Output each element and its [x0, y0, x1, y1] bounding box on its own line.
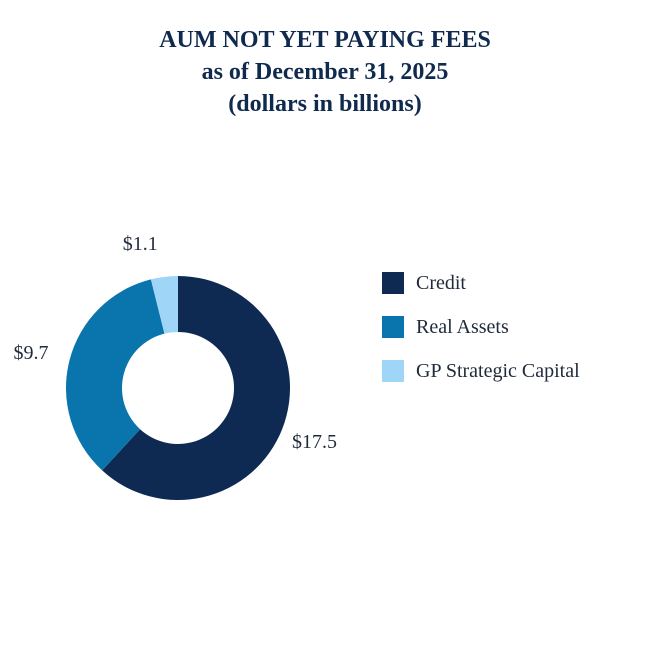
- slice-credit: [102, 276, 290, 500]
- legend-label: Real Assets: [416, 316, 509, 338]
- legend-item-credit: Credit: [382, 272, 580, 294]
- chart-units-note: (dollars in billions): [228, 91, 422, 117]
- legend-item-gp-strategic-capital: GP Strategic Capital: [382, 360, 580, 382]
- legend-label: GP Strategic Capital: [416, 360, 580, 382]
- legend-swatch: [382, 360, 404, 382]
- donut-data-labels: $17.5 $9.7 $1.1: [14, 233, 337, 453]
- chart-subtitle: as of December 31, 2025: [201, 59, 449, 85]
- slice-gp-strategic-capital: [150, 276, 178, 334]
- legend-swatch: [382, 272, 404, 294]
- donut-slices: [66, 276, 290, 500]
- chart-title: AUM NOT YET PAYING FEES: [159, 27, 491, 53]
- chart-title-block: AUM NOT YET PAYING FEES as of December 3…: [0, 24, 650, 120]
- data-label-credit: $17.5: [292, 431, 337, 453]
- legend-item-real-assets: Real Assets: [382, 316, 580, 338]
- slice-real-assets: [66, 279, 165, 471]
- data-label-gp-strategic-capital: $1.1: [123, 233, 158, 255]
- data-label-real-assets: $9.7: [14, 342, 49, 364]
- chart-legend: Credit Real Assets GP Strategic Capital: [382, 272, 580, 404]
- legend-label: Credit: [416, 272, 466, 294]
- legend-swatch: [382, 316, 404, 338]
